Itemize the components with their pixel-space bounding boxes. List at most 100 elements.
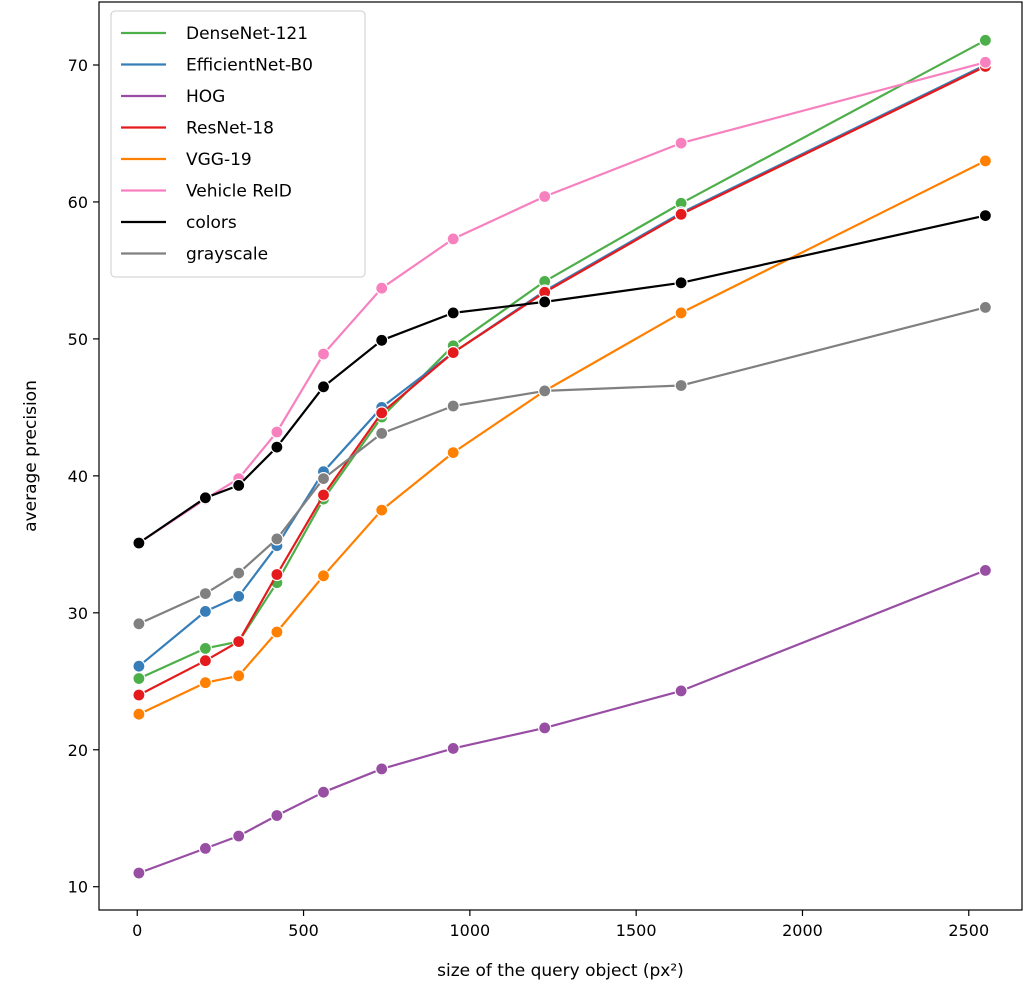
legend-entry: grayscale [186, 245, 268, 265]
data-point-hog [198, 841, 212, 856]
series-line-efficientnet-b0 [138, 64, 986, 668]
x-tick-label: 500 [288, 921, 319, 940]
series-line-grayscale [138, 306, 986, 625]
x-tick-label: 0 [132, 921, 142, 940]
data-point-resnet-18 [198, 654, 212, 668]
data-point-colors [132, 536, 146, 550]
data-point-grayscale [132, 617, 146, 631]
data-point-vgg-19 [232, 669, 246, 683]
data-point-vgg-19 [674, 306, 688, 320]
legend-box [110, 10, 366, 278]
data-point-vehicle-reid [446, 232, 460, 246]
data-point-vgg-19 [978, 154, 993, 168]
series-line-colors [138, 214, 986, 544]
series-line-densenet-121 [138, 39, 986, 680]
data-point-vehicle-reid [978, 55, 993, 69]
y-tick-label: 10 [68, 878, 88, 897]
data-point-resnet-18 [674, 207, 688, 221]
data-point-resnet-18 [270, 567, 284, 582]
data-point-vgg-19 [198, 676, 212, 690]
data-point-grayscale [316, 472, 331, 486]
data-point-grayscale [232, 566, 246, 580]
data-point-vgg-19 [446, 446, 460, 460]
x-tick-label: 1000 [450, 921, 491, 940]
y-tick-label: 50 [68, 330, 88, 349]
data-point-colors [270, 440, 284, 454]
data-point-efficientnet-b0 [198, 604, 212, 619]
series-grayscale [132, 300, 993, 631]
data-point-hog [232, 829, 246, 843]
series-line-vgg-19 [138, 159, 986, 716]
data-point-resnet-18 [446, 346, 460, 360]
data-point-grayscale [538, 384, 552, 398]
data-point-resnet-18 [232, 634, 246, 649]
y-axis-label: average precision [21, 380, 41, 532]
data-point-colors [375, 333, 389, 347]
data-point-colors [198, 491, 212, 505]
plot-frame [98, 1, 1023, 911]
legend: DenseNet-121 EfficientNet-B0 HOG ResNet-18 V… [110, 10, 366, 278]
x-axis-label: size of the query object (px²) [437, 961, 684, 981]
data-point-colors [446, 306, 460, 320]
y-tick-label: 30 [68, 604, 88, 623]
data-point-vehicle-reid [674, 136, 688, 150]
data-point-efficientnet-b0 [132, 659, 146, 673]
data-point-vgg-19 [132, 707, 146, 721]
x-tick-label: 2000 [782, 921, 823, 940]
data-point-efficientnet-b0 [232, 589, 246, 604]
data-point-vehicle-reid [375, 281, 389, 295]
data-point-resnet-18 [132, 688, 146, 702]
data-point-hog [446, 741, 460, 756]
series-line-hog [138, 569, 986, 875]
data-point-colors [538, 295, 552, 309]
data-point-grayscale [198, 586, 212, 601]
legend-entry: EfficientNet-B0 [186, 56, 313, 76]
x-tick-label: 1500 [616, 921, 657, 940]
data-point-grayscale [375, 426, 389, 440]
series-line-vehicle-reid [138, 61, 986, 544]
data-point-grayscale [446, 399, 460, 413]
series-colors [132, 209, 993, 550]
data-point-vehicle-reid [316, 347, 331, 361]
data-point-hog [132, 866, 146, 880]
data-point-resnet-18 [316, 488, 331, 502]
data-point-vehicle-reid [538, 189, 552, 204]
data-point-hog [270, 808, 284, 823]
data-point-hog [375, 762, 389, 776]
series-resnet-18 [132, 59, 993, 702]
data-point-vgg-19 [375, 503, 389, 517]
data-point-densenet-121 [132, 671, 146, 686]
data-point-colors [674, 276, 688, 290]
data-point-vgg-19 [316, 569, 331, 583]
y-tick-label: 40 [68, 467, 88, 486]
legend-entry: ResNet-18 [186, 119, 274, 139]
legend-entry: DenseNet-121 [186, 24, 308, 44]
legend-entry: Vehicle ReID [186, 182, 292, 202]
legend-entry: VGG-19 [186, 150, 252, 170]
y-tick-label: 20 [68, 741, 88, 760]
data-point-grayscale [270, 532, 284, 546]
legend-entry: HOG [186, 87, 225, 107]
data-point-hog [316, 785, 331, 799]
data-point-densenet-121 [198, 641, 212, 656]
data-point-colors [316, 380, 331, 394]
data-point-hog [674, 684, 688, 698]
y-tick-label: 60 [68, 193, 88, 212]
data-point-resnet-18 [375, 406, 389, 420]
series-line-resnet-18 [138, 65, 986, 696]
data-point-grayscale [978, 300, 993, 314]
legend-entry: colors [186, 213, 237, 233]
data-point-grayscale [674, 378, 688, 393]
series-hog [132, 563, 993, 880]
data-point-colors [978, 209, 993, 223]
y-tick-label: 70 [68, 56, 88, 75]
data-point-vgg-19 [270, 625, 284, 639]
data-point-colors [232, 478, 246, 492]
series-layer [132, 33, 993, 880]
data-point-hog [538, 721, 552, 735]
data-point-densenet-121 [978, 33, 993, 47]
x-tick-label: 2500 [948, 921, 989, 940]
data-point-hog [978, 563, 993, 578]
